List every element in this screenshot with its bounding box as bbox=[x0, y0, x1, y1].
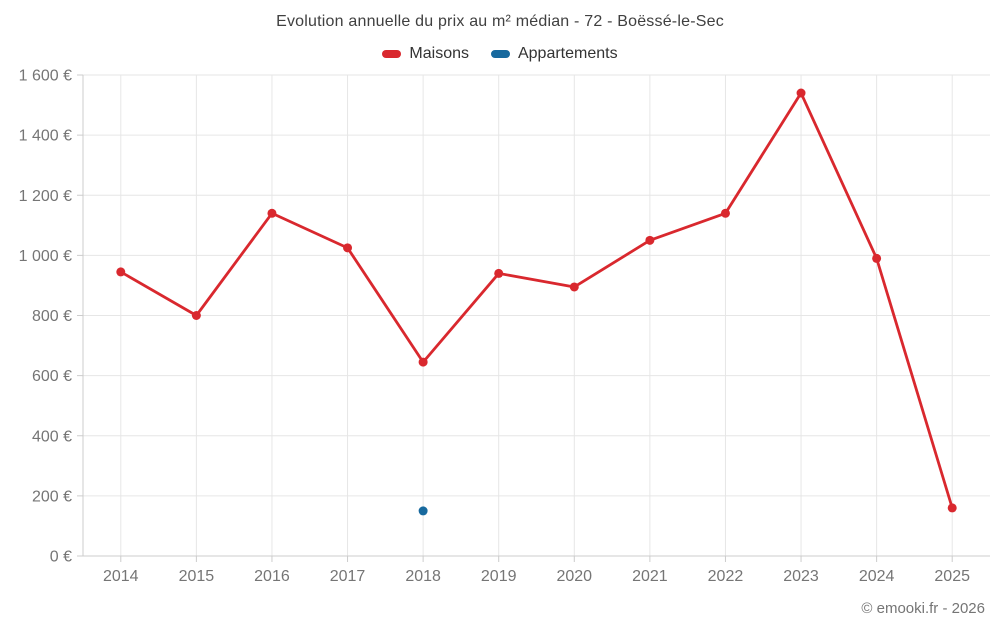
maisons-data-point[interactable] bbox=[947, 503, 957, 513]
maisons-data-point[interactable] bbox=[645, 235, 655, 245]
maisons-data-point[interactable] bbox=[343, 243, 353, 253]
y-tick-label: 600 € bbox=[32, 368, 72, 385]
legend-item-maisons[interactable]: Maisons bbox=[382, 45, 469, 63]
maisons-data-point[interactable] bbox=[494, 268, 504, 278]
copyright: © emooki.fr - 2026 bbox=[861, 600, 985, 617]
maisons-data-point[interactable] bbox=[267, 208, 277, 218]
maisons-data-point[interactable] bbox=[418, 357, 428, 367]
x-tick-label: 2024 bbox=[859, 568, 895, 585]
y-tick-label: 1 600 € bbox=[19, 68, 72, 85]
y-tick-label: 1 200 € bbox=[19, 188, 72, 205]
x-tick-label: 2017 bbox=[330, 568, 366, 585]
x-tick-label: 2018 bbox=[405, 568, 441, 585]
x-tick-label: 2015 bbox=[179, 568, 215, 585]
x-tick-label: 2021 bbox=[632, 568, 668, 585]
x-tick-label: 2022 bbox=[708, 568, 744, 585]
x-tick-label: 2014 bbox=[103, 568, 139, 585]
y-tick-label: 800 € bbox=[32, 308, 72, 325]
chart-legend: Maisons Appartements bbox=[0, 45, 1000, 63]
legend-label-maisons: Maisons bbox=[409, 45, 469, 62]
maisons-data-point[interactable] bbox=[116, 267, 126, 277]
maisons-data-point[interactable] bbox=[796, 88, 806, 98]
x-tick-label: 2019 bbox=[481, 568, 517, 585]
appartements-series-swatch-icon bbox=[490, 50, 510, 58]
maisons-data-point[interactable] bbox=[720, 208, 730, 218]
chart-title: Evolution annuelle du prix au m² médian … bbox=[276, 13, 724, 30]
maisons-data-point[interactable] bbox=[872, 253, 882, 263]
x-tick-label: 2023 bbox=[783, 568, 819, 585]
maisons-data-point[interactable] bbox=[569, 282, 579, 292]
y-tick-label: 200 € bbox=[32, 488, 72, 505]
x-tick-label: 2016 bbox=[254, 568, 290, 585]
y-tick-label: 1 000 € bbox=[19, 248, 72, 265]
legend-label-appartements: Appartements bbox=[517, 45, 618, 62]
maisons-data-point[interactable] bbox=[191, 311, 201, 320]
x-tick-label: 2025 bbox=[934, 568, 970, 585]
legend-item-appartements[interactable]: Appartements bbox=[490, 45, 618, 63]
y-tick-label: 400 € bbox=[32, 428, 72, 445]
x-tick-label: 2020 bbox=[556, 568, 592, 585]
maisons-series-line bbox=[119, 91, 954, 510]
maisons-series-swatch-icon bbox=[382, 50, 402, 58]
appartements-data-point[interactable] bbox=[418, 506, 428, 516]
y-tick-label: 1 400 € bbox=[19, 128, 72, 145]
y-tick-label: 0 € bbox=[50, 549, 72, 566]
